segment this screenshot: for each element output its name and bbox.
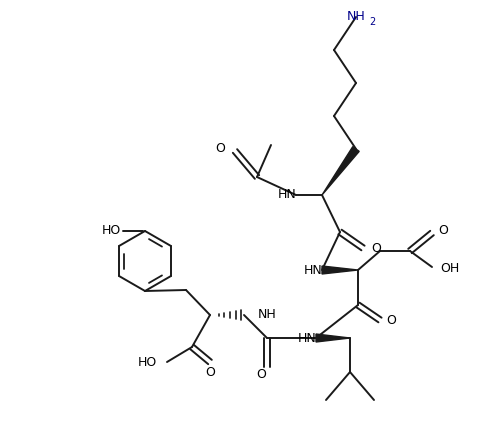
- Polygon shape: [322, 266, 358, 274]
- Text: HO: HO: [102, 225, 121, 238]
- Text: HO: HO: [138, 357, 157, 369]
- Text: NH: NH: [347, 11, 366, 23]
- Text: 2: 2: [369, 17, 375, 27]
- Polygon shape: [316, 334, 350, 342]
- Text: O: O: [371, 242, 381, 254]
- Text: O: O: [386, 314, 396, 326]
- Text: HN: HN: [297, 331, 316, 345]
- Text: OH: OH: [440, 262, 459, 274]
- Text: HN: HN: [277, 188, 296, 201]
- Text: O: O: [205, 366, 215, 378]
- Polygon shape: [322, 147, 359, 195]
- Text: HN: HN: [303, 264, 322, 276]
- Text: O: O: [215, 143, 225, 155]
- Text: O: O: [438, 225, 448, 238]
- Text: NH: NH: [258, 308, 277, 322]
- Text: O: O: [256, 368, 266, 382]
